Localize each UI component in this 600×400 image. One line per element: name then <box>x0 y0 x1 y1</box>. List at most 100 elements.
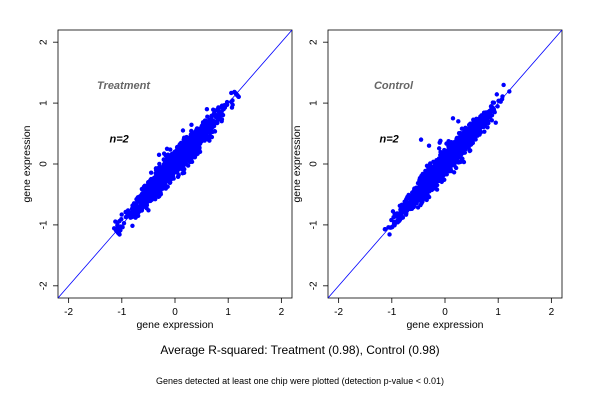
data-point <box>211 119 216 124</box>
data-point <box>471 118 476 124</box>
data-point <box>189 147 194 152</box>
data-point <box>472 137 478 142</box>
x-tick-label: -2 <box>334 307 343 318</box>
data-point <box>446 151 452 156</box>
data-point <box>404 196 409 202</box>
data-point <box>193 130 198 135</box>
x-tick-label: -1 <box>387 307 396 318</box>
data-point <box>491 100 497 105</box>
data-point <box>123 214 129 220</box>
data-point <box>436 146 442 151</box>
data-point <box>142 200 148 205</box>
data-point <box>153 176 158 182</box>
data-point <box>133 211 138 217</box>
data-point <box>485 118 490 123</box>
data-point <box>168 174 173 179</box>
data-point <box>120 225 125 230</box>
data-point <box>130 223 135 228</box>
data-point <box>489 118 495 123</box>
data-point <box>507 89 512 94</box>
data-point <box>456 119 461 124</box>
data-point <box>215 107 220 112</box>
data-point <box>162 180 167 185</box>
data-point <box>236 94 241 100</box>
control-sample-count: n=2 <box>380 134 399 146</box>
data-point <box>461 142 466 147</box>
data-point <box>488 104 494 109</box>
data-point <box>447 162 453 167</box>
data-point <box>207 138 212 143</box>
treatment-x-axis-label: gene expression <box>136 319 213 331</box>
data-point <box>479 113 484 118</box>
data-point <box>195 151 200 157</box>
data-point <box>418 137 424 142</box>
data-point <box>482 111 488 116</box>
x-tick-label: 0 <box>442 307 448 318</box>
data-point <box>451 170 457 175</box>
data-point <box>431 182 437 187</box>
data-point <box>121 221 127 226</box>
data-point <box>493 120 498 125</box>
data-point <box>498 99 503 104</box>
data-point <box>184 161 189 166</box>
data-point <box>167 180 173 185</box>
data-point <box>432 174 437 180</box>
data-point <box>184 153 189 158</box>
control-panel-title: Control <box>374 80 414 92</box>
data-point <box>149 197 154 203</box>
data-point <box>209 124 215 130</box>
treatment-panel-title: Treatment <box>97 80 151 92</box>
data-point <box>458 159 464 164</box>
data-point <box>391 214 396 220</box>
y-tick-label: -1 <box>309 220 320 229</box>
data-point <box>437 173 442 179</box>
data-point <box>164 146 170 151</box>
data-point <box>158 165 163 170</box>
data-point <box>229 90 234 96</box>
data-point <box>440 155 445 160</box>
data-point <box>146 208 151 213</box>
data-point <box>426 143 432 148</box>
data-point <box>156 152 162 158</box>
data-point <box>421 181 426 187</box>
data-point <box>130 206 135 211</box>
data-point <box>203 126 208 131</box>
data-point <box>201 131 207 136</box>
data-point <box>463 146 469 152</box>
y-tick-label: 0 <box>309 161 320 167</box>
data-point <box>229 105 235 110</box>
data-point <box>189 159 195 165</box>
data-point <box>186 156 192 161</box>
data-point <box>148 170 154 175</box>
data-point <box>475 133 480 138</box>
data-point <box>206 119 211 125</box>
data-point <box>449 148 454 153</box>
data-point <box>151 188 157 193</box>
data-point <box>193 142 198 147</box>
data-point <box>494 92 500 97</box>
data-point <box>431 159 436 165</box>
data-point <box>113 219 118 224</box>
data-point <box>176 148 181 153</box>
data-point <box>417 188 423 194</box>
data-point <box>459 126 465 131</box>
treatment-y-axis-label: gene expression <box>21 125 33 202</box>
y-tick-label: 1 <box>309 100 320 106</box>
y-tick-label: 0 <box>39 161 50 167</box>
data-point <box>482 129 487 134</box>
data-point <box>152 197 158 202</box>
y-tick-label: 2 <box>39 39 50 45</box>
data-point <box>135 196 140 201</box>
summary-caption: Average R-squared: Treatment (0.98), Con… <box>160 343 440 357</box>
data-point <box>204 106 210 112</box>
data-point <box>166 154 172 160</box>
x-tick-label: -2 <box>64 307 73 318</box>
data-point <box>163 170 169 176</box>
data-point <box>147 191 153 197</box>
data-point <box>132 202 137 207</box>
data-point <box>178 166 183 171</box>
data-point <box>123 209 128 215</box>
data-point <box>411 203 417 208</box>
data-point <box>459 150 465 155</box>
data-point <box>193 147 198 152</box>
